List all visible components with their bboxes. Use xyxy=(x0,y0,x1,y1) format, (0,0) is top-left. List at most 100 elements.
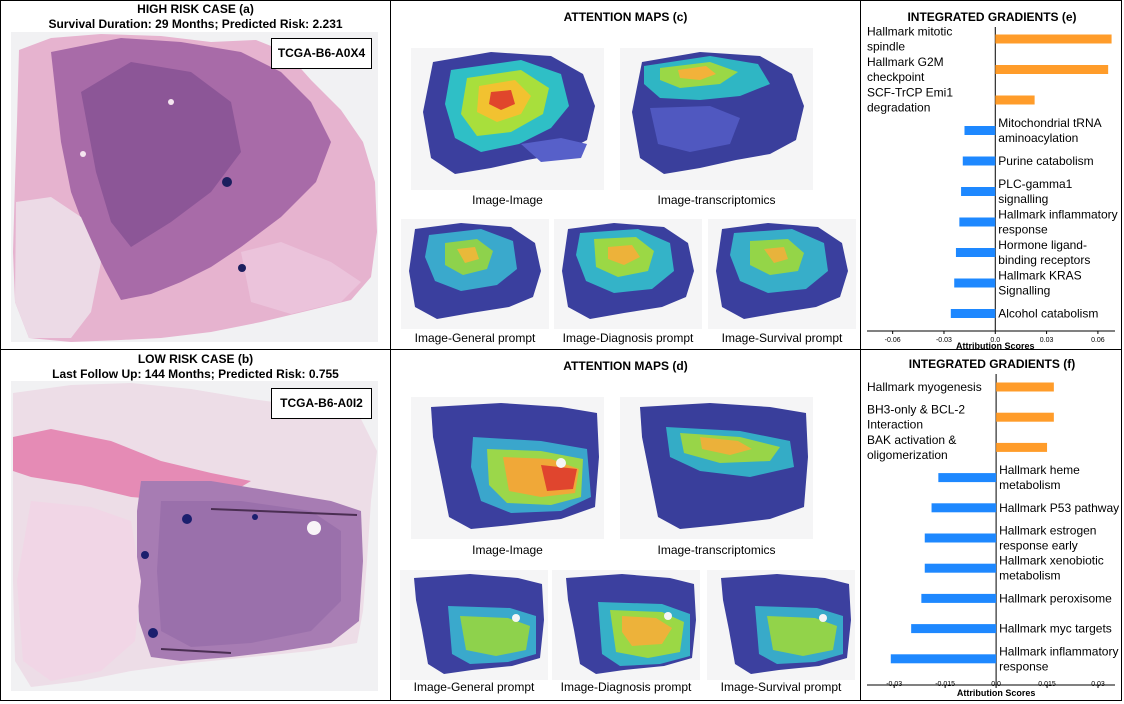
bar-label: Mitochondrial tRNA xyxy=(998,116,1101,130)
panel-c-attention-maps: ATTENTION MAPS (c) Image-Image Image-tra… xyxy=(390,0,861,350)
case-id-label-b: TCGA-B6-A0I2 xyxy=(271,388,372,419)
x-tick-label: -0.015 xyxy=(935,681,955,688)
bar-label: response xyxy=(999,659,1049,673)
bar xyxy=(996,382,1054,392)
bar-label: Hallmark mitotic xyxy=(867,25,952,39)
panel-f-integrated-gradients: INTEGRATED GRADIENTS (f) Hallmark myogene… xyxy=(860,349,1122,701)
bar-label: signalling xyxy=(998,192,1048,206)
bar-label: Hallmark peroxisome xyxy=(999,591,1112,605)
bar xyxy=(959,217,996,227)
caption-d-image-transcriptomics: Image-transcriptomics xyxy=(657,543,776,557)
x-tick-label: 0.0 xyxy=(990,337,1000,344)
bar xyxy=(996,412,1054,422)
x-tick-label: 0.03 xyxy=(1040,337,1054,344)
x-tick-label: -0.03 xyxy=(936,337,952,344)
heatmap-d-survival-prompt xyxy=(721,574,851,674)
bar-label: response early xyxy=(999,539,1078,553)
x-tick-label: 0.015 xyxy=(1038,681,1056,688)
bar xyxy=(950,309,996,318)
integrated-gradients-chart-e: INTEGRATED GRADIENTS (e)Hallmark mitotic… xyxy=(867,10,1118,350)
attn-map-c-diagnosis-prompt[interactable] xyxy=(554,219,702,329)
bar xyxy=(962,156,996,166)
bar xyxy=(924,563,997,573)
attn-map-d-diagnosis-prompt[interactable] xyxy=(552,570,700,680)
bar-label: spindle xyxy=(867,40,905,54)
x-tick-label: -0.03 xyxy=(886,681,902,688)
panel-b-title: LOW RISK CASE (b) xyxy=(137,352,254,366)
bar-label: binding receptors xyxy=(998,253,1090,267)
attn-map-c-image-image[interactable] xyxy=(411,48,604,190)
bar xyxy=(995,95,1035,105)
bar-label: Hallmark inflammatory xyxy=(999,644,1118,658)
bar xyxy=(890,654,997,664)
bar-label: Alcohol catabolism xyxy=(998,307,1098,321)
case-id-label-a: TCGA-B6-A0X4 xyxy=(271,38,372,69)
attn-map-c-image-transcriptomics[interactable] xyxy=(620,48,813,190)
wsi-slide-low-risk[interactable] xyxy=(11,381,378,691)
x-tick-label: 0.03 xyxy=(1091,681,1105,688)
panel-b-subtitle: Last Follow Up: 144 Months; Predicted Ri… xyxy=(52,367,339,381)
bar-label: BAK activation & xyxy=(867,433,956,447)
bar-label: Interaction xyxy=(867,418,923,432)
wsi-slide-high-risk[interactable] xyxy=(11,32,378,342)
bar-label: Hallmark P53 pathway xyxy=(999,501,1119,515)
bar-label: response xyxy=(998,223,1048,237)
panel-c-title: ATTENTION MAPS (c) xyxy=(563,10,688,24)
caption-c-image-image: Image-Image xyxy=(472,193,543,207)
bar-label: metabolism xyxy=(999,569,1060,583)
bar-label: degradation xyxy=(867,101,930,115)
attn-map-d-general-prompt[interactable] xyxy=(400,570,548,680)
bar-label: checkpoint xyxy=(867,70,925,84)
caption-c-general-prompt: Image-General prompt xyxy=(414,331,536,345)
bar-label: BH3-only & BCL-2 xyxy=(867,403,965,417)
caption-c-image-transcriptomics: Image-transcriptomics xyxy=(657,193,776,207)
bar xyxy=(938,473,997,483)
wsi-low-risk-image xyxy=(13,383,377,687)
attn-map-d-image-image[interactable] xyxy=(411,397,604,539)
panel-d-title: ATTENTION MAPS (d) xyxy=(563,359,688,373)
caption-c-survival-prompt: Image-Survival prompt xyxy=(721,331,843,345)
bar-label: oligomerization xyxy=(867,448,948,462)
bar-label: Hallmark heme xyxy=(999,463,1080,477)
caption-d-general-prompt: Image-General prompt xyxy=(413,680,535,694)
attn-map-c-general-prompt[interactable] xyxy=(401,219,549,329)
bar-label: Signalling xyxy=(998,284,1050,298)
panel-b-low-risk: LOW RISK CASE (b) Last Follow Up: 144 Mo… xyxy=(0,349,391,701)
bar-label: Purine catabolism xyxy=(998,154,1093,168)
bar-label: Hallmark G2M xyxy=(867,55,944,69)
attn-map-c-survival-prompt[interactable] xyxy=(708,219,856,329)
caption-c-diagnosis-prompt: Image-Diagnosis prompt xyxy=(562,331,694,345)
heatmap-d-image-image xyxy=(431,403,599,529)
bar xyxy=(961,187,996,196)
heatmap-d-diagnosis-prompt xyxy=(566,574,696,674)
bar-label: Hallmark estrogen xyxy=(999,524,1096,538)
heatmap-c-image-image xyxy=(423,52,595,174)
x-tick-label: 0.06 xyxy=(1091,337,1105,344)
bar xyxy=(964,126,996,135)
panel-a-high-risk: HIGH RISK CASE (a) Survival Duration: 29… xyxy=(0,0,391,350)
integrated-gradients-chart-f: INTEGRATED GRADIENTS (f) Hallmark myogene… xyxy=(867,357,1119,698)
bar-label: Hormone ligand- xyxy=(998,238,1087,252)
chart-title: INTEGRATED GRADIENTS (f) xyxy=(909,357,1075,371)
x-axis-label: Attribution Scores xyxy=(956,341,1035,350)
x-axis-label: Attribution Scores xyxy=(957,688,1036,698)
bar-label: SCF-TrCP Emi1 xyxy=(867,86,953,100)
heatmap-c-diagnosis-prompt xyxy=(562,223,694,319)
bar xyxy=(911,624,997,634)
heatmap-c-general-prompt xyxy=(409,223,541,319)
bar-label: Hallmark inflammatory xyxy=(998,208,1117,222)
caption-d-survival-prompt: Image-Survival prompt xyxy=(720,680,842,694)
heatmap-d-image-transcriptomics xyxy=(640,403,808,529)
caption-d-diagnosis-prompt: Image-Diagnosis prompt xyxy=(560,680,692,694)
caption-d-image-image: Image-Image xyxy=(472,543,543,557)
attn-map-d-image-transcriptomics[interactable] xyxy=(620,397,813,539)
bar xyxy=(921,593,997,603)
heatmap-c-survival-prompt xyxy=(716,223,848,319)
bar-label: Hallmark myogenesis xyxy=(867,380,982,394)
bar-label: metabolism xyxy=(999,478,1060,492)
bar xyxy=(931,503,997,513)
panel-d-attention-maps: ATTENTION MAPS (d) Image-Image Image-tra… xyxy=(390,349,861,701)
bar xyxy=(955,248,996,257)
attn-map-d-survival-prompt[interactable] xyxy=(707,570,855,680)
panel-a-title: HIGH RISK CASE (a) xyxy=(137,2,254,16)
